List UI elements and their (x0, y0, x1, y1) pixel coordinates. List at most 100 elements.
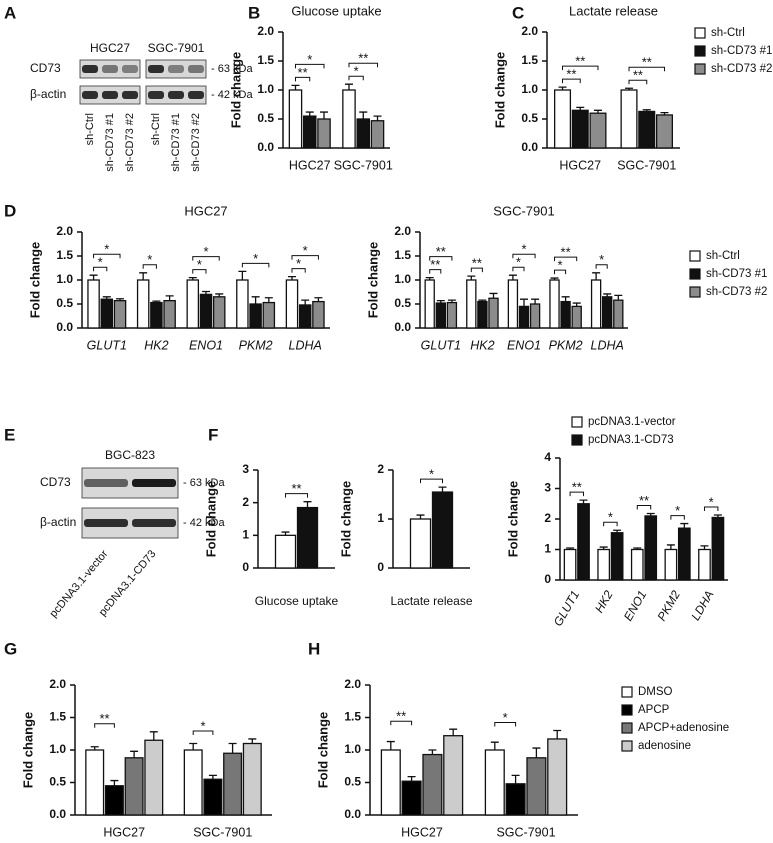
bar (554, 89, 572, 149)
bar (443, 735, 464, 816)
significance-label: * (197, 257, 202, 272)
bar (113, 299, 127, 329)
x-tick-label: HK2 (144, 338, 168, 352)
error-bar (520, 298, 528, 307)
cell-line-label: SGC-7901 (148, 41, 205, 55)
error-bar (215, 293, 224, 297)
error-bar (579, 499, 588, 504)
legend-label: sh-Ctrl (711, 27, 745, 39)
significance-label: * (98, 255, 103, 270)
significance-label: ** (291, 481, 301, 496)
y-axis-label: Fold change (203, 481, 218, 558)
error-bar (633, 547, 642, 550)
bar (298, 304, 312, 329)
significance-bracket (93, 253, 121, 259)
bar (163, 299, 176, 329)
significance-label: * (608, 510, 613, 525)
lane-label: sh-CD73 #1 (104, 113, 116, 172)
bar (571, 109, 589, 149)
bar (560, 300, 571, 329)
x-tick-label: PKM2 (549, 338, 583, 352)
blot-band (132, 519, 176, 527)
significance-bracket (348, 62, 379, 68)
significance-bracket (348, 75, 364, 81)
lane-label: sh-CD73 #2 (124, 113, 136, 172)
significance-label: ** (575, 54, 585, 69)
blot-box (145, 59, 207, 79)
x-tick-label: SGC-7901 (193, 825, 252, 839)
error-bar (102, 296, 111, 300)
blot-size-label: - 63 kDa (183, 477, 225, 489)
significance-label: * (147, 252, 152, 267)
legend-swatch (689, 268, 701, 280)
bar (236, 279, 249, 329)
x-tick-label: HGC27 (289, 158, 331, 172)
significance-label: * (503, 710, 508, 725)
y-tick-label: 1.5 (521, 53, 538, 67)
significance-bracket (470, 267, 483, 273)
bar (630, 548, 644, 581)
error-bar (301, 299, 310, 305)
bar (144, 739, 164, 816)
bar (342, 89, 356, 149)
significance-bracket (291, 268, 306, 273)
error-bar (264, 297, 273, 303)
significance-bracket (192, 256, 220, 261)
bar (422, 753, 443, 816)
legend-label: DMSO (638, 686, 673, 698)
error-bar (576, 106, 585, 111)
bar (466, 279, 477, 329)
error-bar (373, 115, 382, 121)
error-bar (344, 83, 353, 90)
panel-label: A (4, 3, 16, 22)
bar (597, 548, 611, 581)
legend-swatch (571, 416, 583, 428)
legend-label: sh-CD73 #2 (706, 286, 767, 298)
error-bar (572, 302, 581, 307)
x-tick-label: PKM2 (654, 588, 683, 624)
significance-label: * (253, 251, 258, 266)
bar (212, 296, 226, 329)
error-bar (467, 275, 476, 280)
y-axis-label: Fold change (27, 242, 42, 319)
significance-bracket (390, 720, 413, 726)
legend-label: APCP+adenosine (638, 722, 729, 734)
bar (549, 279, 560, 329)
bar (100, 298, 114, 329)
bar (262, 301, 276, 329)
x-tick-label: PKM2 (239, 338, 273, 352)
error-bar (291, 84, 300, 90)
significance-label: ** (436, 244, 446, 259)
bar (296, 506, 319, 569)
y-axis-label: Fold change (505, 481, 520, 558)
error-bar (490, 741, 499, 750)
error-bar (386, 740, 395, 750)
significance-bracket (562, 78, 581, 84)
chart-title: HGC27 (184, 203, 227, 218)
y-tick-label: 2 (377, 462, 384, 476)
chart-title: SGC-7901 (493, 203, 554, 218)
error-bar (152, 300, 161, 303)
error-bar (165, 295, 174, 301)
error-bar (646, 512, 655, 516)
x-tick-label: SGC-7901 (617, 158, 676, 172)
error-bar (680, 522, 689, 529)
blot-band (168, 65, 184, 73)
bar (223, 752, 243, 816)
bar (677, 527, 691, 581)
blot-band (122, 65, 138, 73)
significance-label: ** (396, 709, 406, 724)
x-axis-label: Lactate release (390, 594, 472, 608)
error-bar (599, 546, 608, 550)
error-bar (149, 731, 158, 741)
blot-band (102, 65, 118, 73)
x-tick-label: ENO1 (189, 338, 223, 352)
significance-bracket (569, 491, 585, 497)
bar (589, 112, 607, 149)
bar (571, 305, 582, 329)
y-tick-label: 0.5 (56, 296, 73, 310)
y-tick-label: 4 (544, 450, 551, 464)
significance-label: ** (566, 67, 576, 82)
significance-bracket (603, 521, 618, 527)
